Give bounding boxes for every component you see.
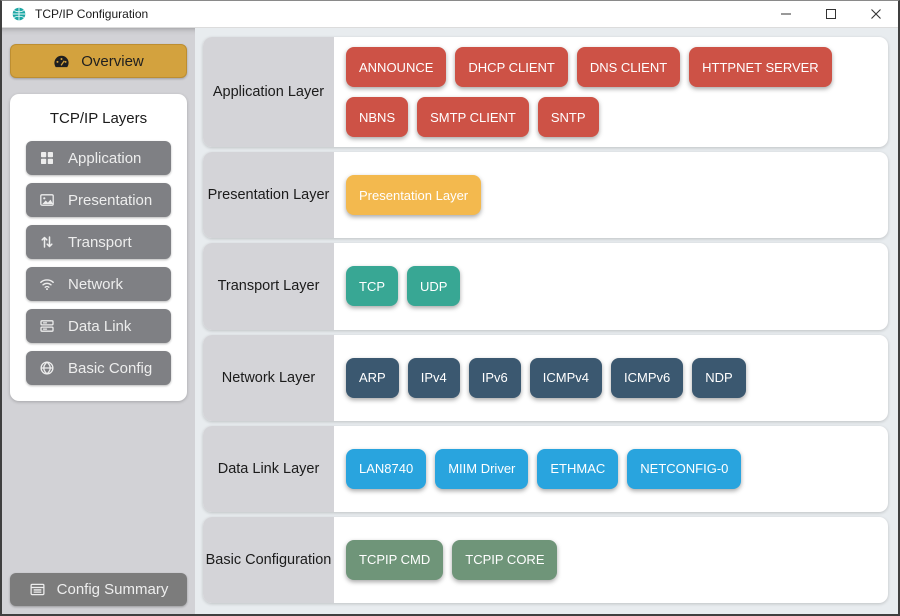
module-button-tcp[interactable]: TCP (346, 266, 398, 307)
module-button-icmpv4[interactable]: ICMPv4 (529, 357, 602, 398)
transport-arrows-icon (39, 234, 55, 250)
server-icon (39, 318, 55, 334)
module-button-tcpip-cmd[interactable]: TCPIP CMD (346, 539, 444, 580)
grid-icon (39, 150, 55, 166)
window-controls (763, 1, 898, 27)
sidebar-item-label: Network (68, 275, 124, 293)
maximize-icon (825, 7, 836, 22)
module-button-arp[interactable]: ARP (346, 357, 399, 398)
layer-nav-list: Application Presentation Transport Network D… (26, 141, 171, 385)
module-button-lan8740[interactable]: LAN8740 (346, 448, 427, 489)
list-icon (29, 581, 46, 598)
tcpip-layers-panel: TCP/IP Layers Application Presentation Tra… (10, 94, 187, 401)
module-button-tcpip-core[interactable]: TCPIP CORE (452, 539, 558, 580)
layer-row-modules: ANNOUNCE DHCP CLIENT DNS CLIENT HTTPNET SER… (334, 37, 888, 147)
module-button-presentation-layer[interactable]: Presentation Layer (346, 175, 482, 216)
module-button-ethmac[interactable]: ETHMAC (537, 448, 619, 489)
module-button-miim-driver[interactable]: MIIM Driver (435, 448, 529, 489)
sidebar-item-basic-config[interactable]: Basic Config (26, 351, 171, 385)
config-summary-label: Config Summary (56, 581, 169, 598)
sidebar-item-label: Basic Config (68, 359, 153, 377)
title-bar: TCP/IP Configuration (2, 1, 898, 28)
layer-row-modules: TCP UDP (334, 243, 888, 329)
layer-row-label: Presentation Layer (203, 152, 334, 239)
layers-main-area: Application Layer ANNOUNCE DHCP CLIENT DNS … (195, 28, 898, 614)
config-summary-button[interactable]: Config Summary (10, 573, 187, 606)
layer-row-label: Transport Layer (203, 243, 334, 330)
layer-row-modules: ARP IPv4 IPv6 ICMPv4 ICMPv6 NDP (334, 335, 888, 421)
layer-row-basic-configuration: Basic Configuration TCPIP CMD TCPIP CORE (203, 516, 888, 603)
sidebar: Overview TCP/IP Layers Application Presen… (2, 28, 195, 614)
sidebar-item-transport[interactable]: Transport (26, 225, 171, 259)
module-button-ipv6[interactable]: IPv6 (468, 357, 521, 398)
panel-title: TCP/IP Layers (49, 110, 148, 127)
sidebar-item-application[interactable]: Application (26, 141, 171, 175)
layer-row-transport-layer: Transport Layer TCP UDP (203, 243, 888, 330)
layer-row-modules: Presentation Layer (334, 152, 888, 238)
gauge-icon (53, 53, 70, 70)
sidebar-item-label: Transport (68, 233, 132, 251)
layer-row-application-layer: Application Layer ANNOUNCE DHCP CLIENT DNS … (203, 37, 888, 148)
module-button-icmpv6[interactable]: ICMPv6 (611, 357, 684, 398)
module-button-udp[interactable]: UDP (407, 266, 461, 307)
module-button-netconfig-0[interactable]: NETCONFIG-0 (627, 448, 742, 489)
sidebar-item-data-link[interactable]: Data Link (26, 309, 171, 343)
sidebar-item-label: Application (68, 149, 142, 167)
wifi-icon (39, 276, 55, 292)
layer-row-modules: LAN8740 MIIM Driver ETHMAC NETCONFIG-0 (334, 426, 888, 512)
layer-row-label: Application Layer (203, 37, 334, 148)
module-button-dhcp-client[interactable]: DHCP CLIENT (455, 47, 568, 88)
module-button-nbns[interactable]: NBNS (346, 97, 409, 138)
layer-row-network-layer: Network Layer ARP IPv4 IPv6 ICMPv4 ICMPv6 NDP (203, 334, 888, 421)
module-button-httpnet-server[interactable]: HTTPNET SERVER (689, 47, 832, 88)
window-title: TCP/IP Configuration (35, 7, 149, 21)
layer-row-data-link-layer: Data Link Layer LAN8740 MIIM Driver ETHMAC N… (203, 425, 888, 512)
module-button-announce[interactable]: ANNOUNCE (346, 47, 447, 88)
sidebar-item-network[interactable]: Network (26, 267, 171, 301)
network-globe-icon (11, 6, 27, 22)
sidebar-item-label: Data Link (68, 317, 132, 335)
close-icon (870, 7, 881, 22)
app-body: Overview TCP/IP Layers Application Presen… (2, 28, 898, 614)
module-button-sntp[interactable]: SNTP (537, 97, 599, 138)
module-button-ipv4[interactable]: IPv4 (407, 357, 460, 398)
module-button-dns-client[interactable]: DNS CLIENT (576, 47, 681, 88)
layer-row-presentation-layer: Presentation Layer Presentation Layer (203, 152, 888, 239)
overview-label: Overview (81, 52, 144, 70)
sidebar-item-label: Presentation (68, 191, 153, 209)
close-button[interactable] (853, 1, 898, 27)
globe-icon (39, 360, 55, 376)
image-icon (39, 192, 55, 208)
layer-row-label: Basic Configuration (203, 516, 334, 603)
maximize-button[interactable] (808, 1, 853, 27)
module-button-smtp-client[interactable]: SMTP CLIENT (417, 97, 529, 138)
minimize-button[interactable] (763, 1, 808, 27)
minimize-icon (780, 7, 791, 22)
module-button-ndp[interactable]: NDP (692, 357, 746, 398)
layer-row-modules: TCPIP CMD TCPIP CORE (334, 517, 888, 603)
layer-row-label: Data Link Layer (203, 425, 334, 512)
overview-button[interactable]: Overview (10, 44, 187, 78)
sidebar-item-presentation[interactable]: Presentation (26, 183, 171, 217)
layer-row-label: Network Layer (203, 334, 334, 421)
